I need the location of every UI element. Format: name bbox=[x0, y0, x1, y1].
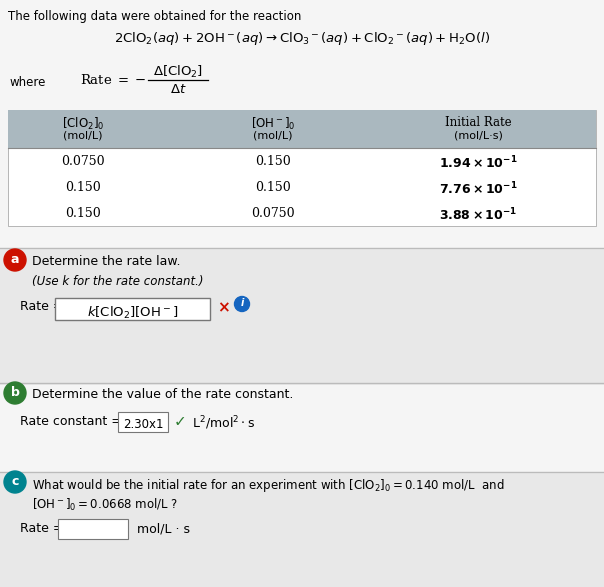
Text: Initial Rate: Initial Rate bbox=[445, 116, 512, 129]
Text: ×: × bbox=[217, 300, 230, 315]
Text: $[\mathrm{OH}^-]_0 = 0.0668$ mol/L ?: $[\mathrm{OH}^-]_0 = 0.0668$ mol/L ? bbox=[32, 497, 178, 513]
Text: $k[\mathrm{ClO_2}][\mathrm{OH}^-]$: $k[\mathrm{ClO_2}][\mathrm{OH}^-]$ bbox=[88, 305, 179, 321]
Bar bbox=[8, 110, 596, 226]
Text: mol/L · s: mol/L · s bbox=[137, 522, 190, 535]
Bar bbox=[55, 298, 210, 320]
Text: Determine the rate law.: Determine the rate law. bbox=[32, 255, 181, 268]
Text: $\Delta t$: $\Delta t$ bbox=[170, 83, 187, 96]
Text: (mol/L): (mol/L) bbox=[63, 131, 103, 141]
Text: $[\mathrm{ClO_2}]_0$: $[\mathrm{ClO_2}]_0$ bbox=[62, 116, 104, 132]
Text: c: c bbox=[11, 475, 19, 488]
Text: 0.150: 0.150 bbox=[255, 181, 291, 194]
Bar bbox=[0, 474, 604, 587]
Text: $\Delta[\mathrm{ClO_2}]$: $\Delta[\mathrm{ClO_2}]$ bbox=[153, 64, 203, 80]
Text: 2.30x1: 2.30x1 bbox=[123, 418, 163, 431]
Text: 0.150: 0.150 bbox=[255, 155, 291, 168]
Bar bbox=[118, 412, 168, 432]
Text: $\mathbf{7.76 \times 10^{-1}}$: $\mathbf{7.76 \times 10^{-1}}$ bbox=[439, 181, 517, 198]
Text: b: b bbox=[10, 386, 19, 399]
Text: 0.0750: 0.0750 bbox=[61, 155, 105, 168]
Circle shape bbox=[234, 296, 249, 312]
Text: 0.0750: 0.0750 bbox=[251, 207, 295, 220]
Bar bbox=[8, 110, 596, 148]
Text: Rate =: Rate = bbox=[20, 300, 63, 313]
Text: Determine the value of the rate constant.: Determine the value of the rate constant… bbox=[32, 388, 294, 401]
Text: Rate =: Rate = bbox=[20, 522, 63, 535]
Text: The following data were obtained for the reaction: The following data were obtained for the… bbox=[8, 10, 301, 23]
Text: ✓: ✓ bbox=[174, 414, 187, 429]
Circle shape bbox=[4, 249, 26, 271]
Text: (mol/L·s): (mol/L·s) bbox=[454, 131, 503, 141]
Text: $2\mathrm{ClO_2}(\mathit{aq}) + 2\mathrm{OH}^-(\mathit{aq}) \rightarrow \mathrm{: $2\mathrm{ClO_2}(\mathit{aq}) + 2\mathrm… bbox=[114, 30, 490, 47]
Bar bbox=[0, 0, 604, 248]
Text: i: i bbox=[240, 299, 243, 309]
Circle shape bbox=[4, 382, 26, 404]
Circle shape bbox=[4, 471, 26, 493]
Bar bbox=[0, 250, 604, 383]
Text: $\mathbf{1.94 \times 10^{-1}}$: $\mathbf{1.94 \times 10^{-1}}$ bbox=[439, 155, 517, 171]
Bar bbox=[58, 519, 128, 539]
Text: What would be the initial rate for an experiment with $[\mathrm{ClO_2}]_0 = 0.14: What would be the initial rate for an ex… bbox=[32, 477, 505, 494]
Text: $\mathrm{L^2/mol^2 \cdot s}$: $\mathrm{L^2/mol^2 \cdot s}$ bbox=[192, 414, 255, 431]
Text: $[\mathrm{OH}^-]_0$: $[\mathrm{OH}^-]_0$ bbox=[251, 116, 295, 132]
Text: $\mathbf{3.88 \times 10^{-1}}$: $\mathbf{3.88 \times 10^{-1}}$ bbox=[439, 207, 517, 224]
Text: a: a bbox=[11, 253, 19, 266]
Text: where: where bbox=[10, 76, 47, 89]
Text: Rate $= -$: Rate $= -$ bbox=[80, 73, 146, 87]
Text: 0.150: 0.150 bbox=[65, 181, 101, 194]
Text: Rate constant =: Rate constant = bbox=[20, 415, 122, 428]
Bar bbox=[0, 385, 604, 472]
Text: (Use k for the rate constant.): (Use k for the rate constant.) bbox=[32, 275, 204, 288]
Text: (mol/L): (mol/L) bbox=[253, 131, 293, 141]
Text: 0.150: 0.150 bbox=[65, 207, 101, 220]
